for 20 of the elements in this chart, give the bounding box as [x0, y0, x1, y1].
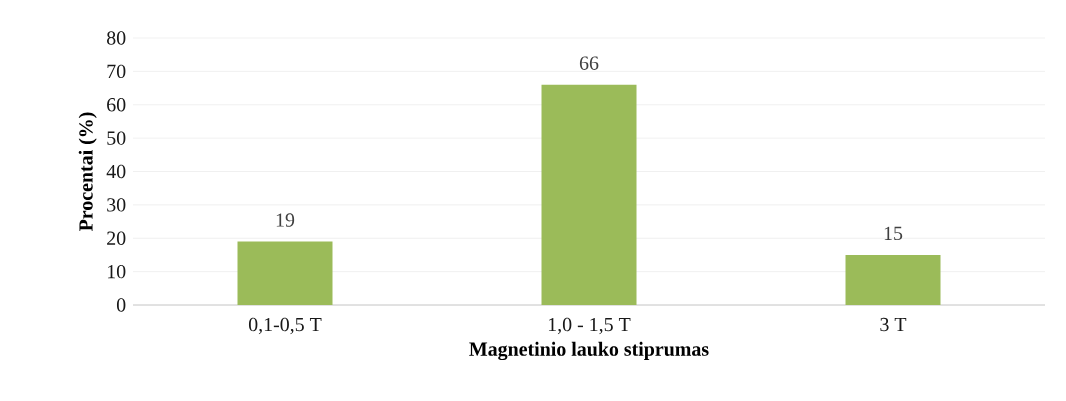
data-label: 66 [579, 56, 599, 70]
y-tick-label: 30 [107, 198, 126, 212]
bar [237, 241, 333, 305]
y-tick-label: 50 [107, 131, 126, 145]
y-tick-label: 20 [107, 231, 126, 245]
bar [541, 84, 637, 305]
y-tick-label: 0 [116, 298, 126, 312]
y-tick-label: 10 [107, 264, 126, 279]
y-tick-label: 40 [106, 164, 126, 179]
y-tick-label: 80 [107, 31, 126, 45]
bar [845, 254, 941, 305]
y-tick-label: 70 [107, 64, 126, 79]
x-tick-label: 1,0 - 1,5 T [548, 317, 631, 335]
data-label: 19 [276, 213, 295, 227]
x-tick-label: 3 T [880, 317, 907, 332]
data-label: 15 [884, 226, 903, 241]
x-axis-title: Magnetinio lauko stiprumas [469, 341, 709, 361]
y-axis-title: Procentai (%) [78, 112, 97, 232]
y-tick-label: 60 [107, 98, 126, 112]
x-tick-label: 0,1-0,5 T [248, 317, 322, 335]
